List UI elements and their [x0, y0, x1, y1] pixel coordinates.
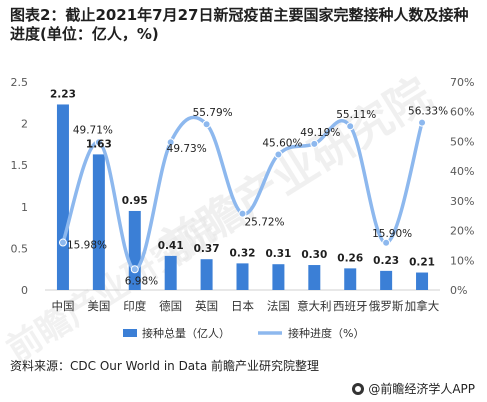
chart-title: 图表2：截止2021年7月27日新冠疫苗主要国家完整接种人数及接种进度(单位：亿…: [10, 6, 469, 43]
progress-point-6: [274, 150, 283, 159]
progress-value-label: 55.11%: [336, 109, 376, 121]
y-left-tick-label: 2.5: [11, 76, 29, 89]
y-right-tick-label: 40%: [450, 165, 474, 178]
progress-point-10: [418, 118, 427, 127]
x-tick-label: 德国: [159, 299, 182, 313]
bar-value-label: 1.63: [86, 138, 112, 150]
y-right-tick-label: 50%: [450, 135, 474, 148]
progress-point-7: [310, 139, 319, 148]
y-left-tick-label: 1: [21, 201, 28, 214]
progress-point-4: [202, 120, 211, 129]
progress-point-1: [94, 138, 103, 147]
bar-value-label: 0.26: [337, 252, 363, 264]
x-tick-label: 法国: [267, 299, 290, 313]
bar-value-label: 0.32: [230, 247, 256, 259]
bar-total-10: [416, 272, 429, 290]
bar-total-3: [164, 255, 177, 290]
progress-point-9: [382, 238, 391, 247]
bar-value-label: 0.23: [373, 255, 399, 267]
progress-value-label: 49.19%: [300, 127, 340, 139]
y-left-tick-label: 2: [21, 118, 28, 131]
progress-value-label: 56.33%: [408, 106, 448, 118]
bar-total-1: [92, 154, 105, 290]
bar-value-label: 2.23: [50, 88, 76, 100]
y-right-tick-label: 20%: [450, 225, 474, 238]
footer-brand: @前瞻经济学人APP: [352, 380, 475, 397]
bar-total-0: [56, 104, 69, 291]
legend-bar-label: 接种总量（亿人）: [142, 326, 230, 340]
x-tick-label: 日本: [231, 299, 254, 313]
progress-value-label: 55.79%: [193, 107, 233, 119]
x-tick-label: 英国: [195, 299, 218, 313]
y-right-tick-label: 70%: [450, 76, 474, 89]
progress-point-2: [130, 265, 139, 274]
progress-value-label: 15.90%: [372, 228, 412, 240]
x-tick-label: 印度: [123, 299, 146, 313]
y-left-tick-label: 0.5: [11, 242, 29, 255]
progress-value-label: 15.98%: [67, 240, 107, 252]
qianzhan-logo-icon: [352, 382, 365, 395]
footer-brand-label: @前瞻经济学人APP: [368, 382, 475, 396]
bar-value-label: 0.37: [194, 243, 220, 255]
progress-value-label: 49.73%: [167, 143, 207, 155]
progress-value-label: 25.72%: [245, 217, 285, 229]
x-tick-label: 西班牙: [333, 299, 368, 313]
progress-line: [61, 115, 424, 272]
bar-value-label: 0.41: [158, 240, 184, 252]
bar-total-8: [344, 268, 357, 290]
y-right-tick-label: 0%: [450, 284, 467, 297]
bar-total-6: [272, 264, 285, 290]
y-left-tick-label: 1.5: [11, 159, 29, 172]
progress-point-3: [166, 138, 175, 147]
x-tick-label: 俄罗斯: [369, 299, 404, 313]
bar-value-label: 0.95: [122, 195, 148, 207]
progress-value-label: 6.98%: [125, 275, 158, 287]
progress-point-5: [238, 209, 247, 218]
bar-total-5: [236, 263, 249, 290]
x-tick-label: 中国: [51, 299, 74, 313]
y-right-tick-label: 10%: [450, 254, 474, 267]
progress-value-label: 45.60%: [262, 138, 302, 150]
bar-value-label: 0.31: [265, 248, 291, 260]
legend-line-label: 接种进度（%）: [288, 326, 364, 340]
y-right-tick-label: 30%: [450, 195, 474, 208]
bar-total-4: [200, 259, 213, 290]
x-tick-label: 意大利: [297, 299, 332, 313]
progress-value-label: 49.71%: [73, 124, 113, 136]
progress-point-8: [346, 122, 355, 131]
bar-total-7: [308, 265, 321, 290]
source-note: 资料来源：CDC Our World in Data 前瞻产业研究院整理: [10, 359, 320, 373]
y-right-tick-label: 60%: [450, 106, 474, 119]
progress-point-0: [58, 238, 67, 247]
x-tick-label: 美国: [87, 299, 110, 313]
legend-bar-swatch: [123, 329, 137, 337]
bar-value-label: 0.30: [301, 249, 327, 261]
bar-total-9: [380, 270, 393, 290]
bar-value-label: 0.21: [409, 257, 435, 269]
x-tick-label: 加拿大: [405, 299, 440, 313]
y-left-tick-label: 0: [21, 284, 28, 297]
